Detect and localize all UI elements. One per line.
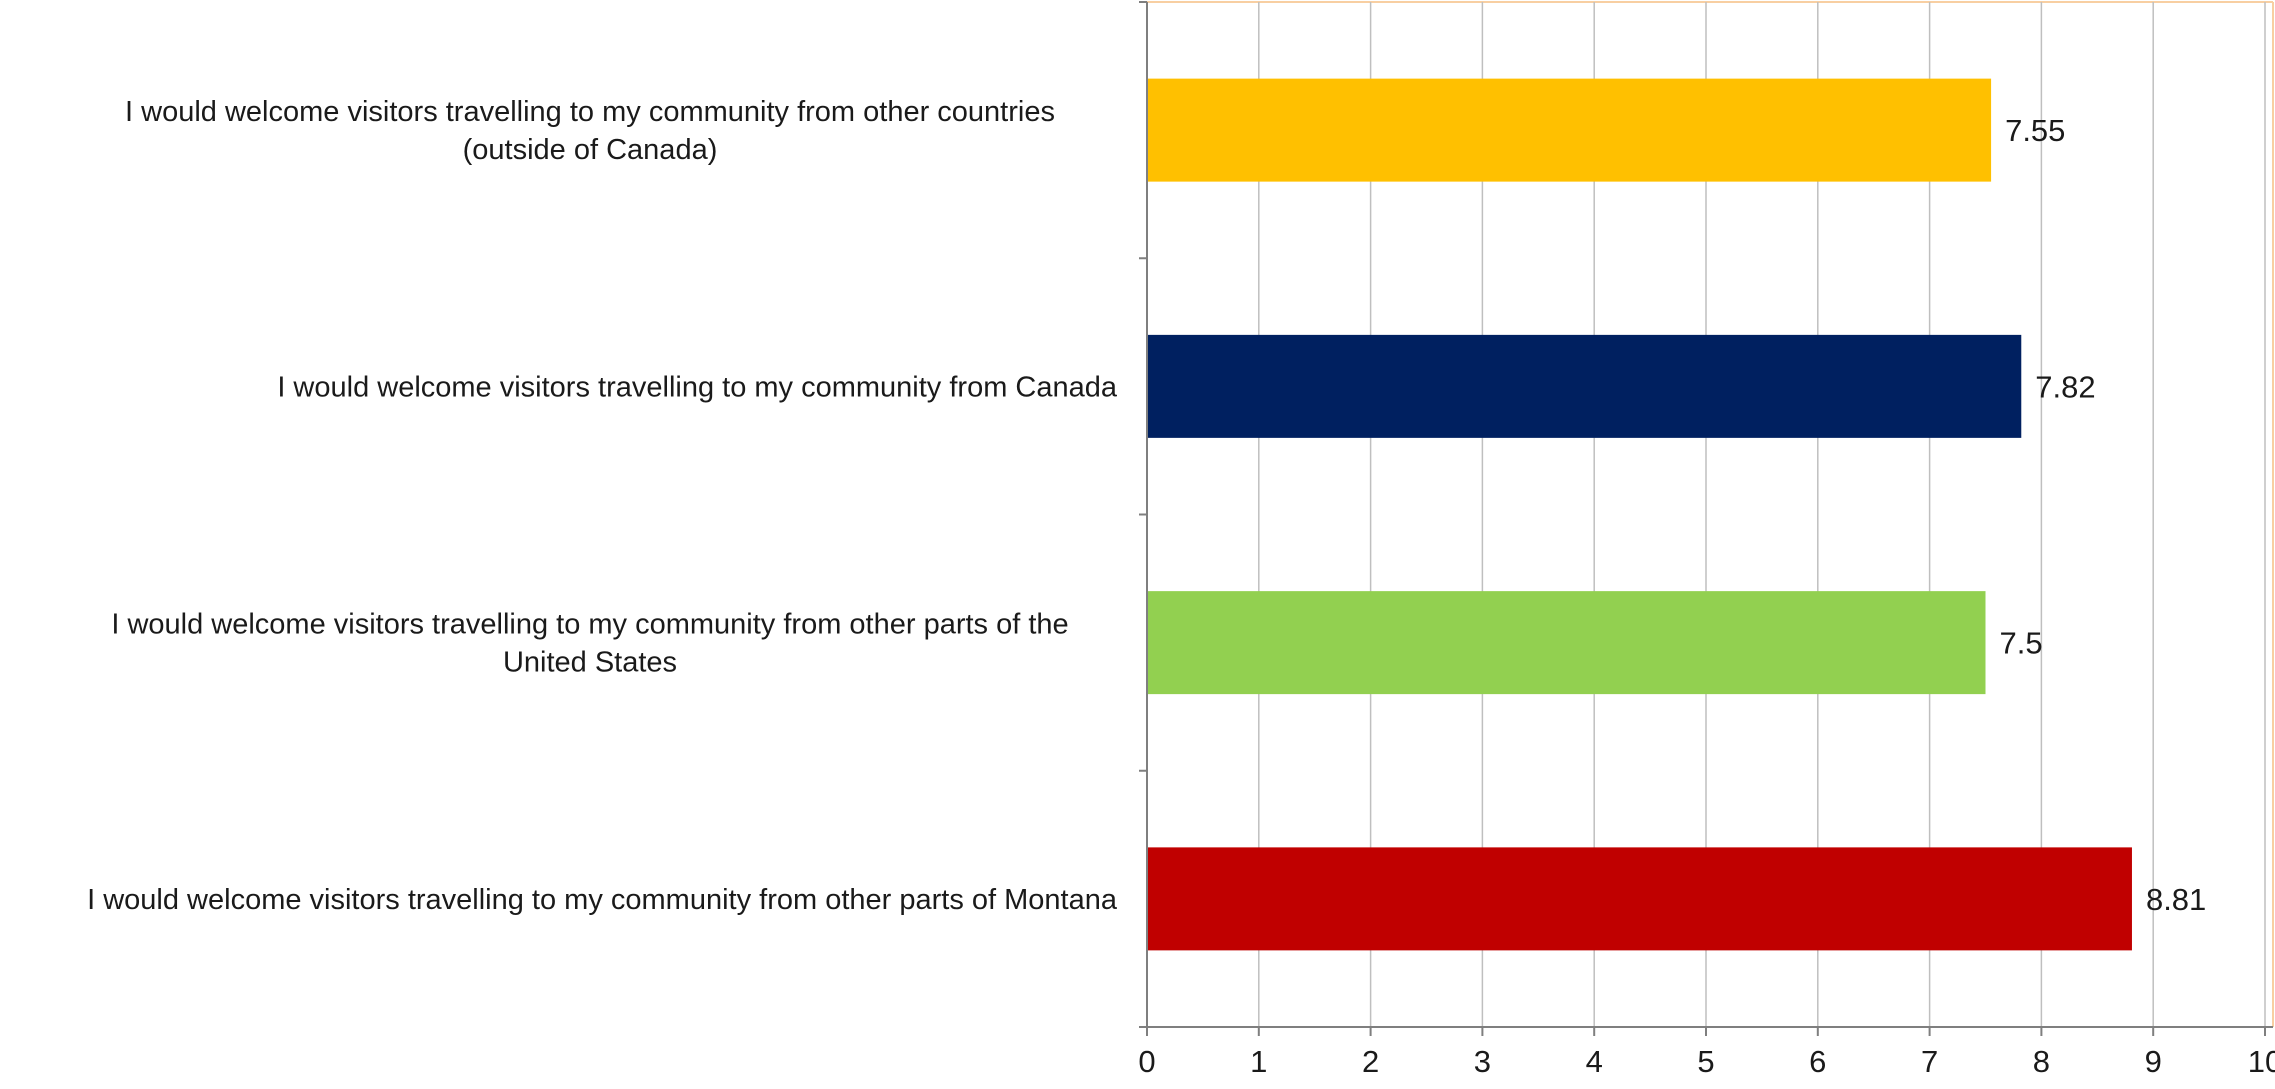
value-label: 7.5 [2000,626,2043,661]
value-label: 7.82 [2035,369,2095,404]
category-label-line: I would welcome visitors travelling to m… [111,609,1068,641]
x-tick-label: 10 [2248,1044,2275,1079]
value-label: 7.55 [2005,113,2065,148]
category-label: I would welcome visitors travelling to m… [125,96,1055,166]
bars [1147,79,2132,951]
x-tick-label: 2 [1362,1044,1379,1079]
bar [1147,591,1986,694]
x-tick-label: 9 [2145,1044,2162,1079]
category-label: I would welcome visitors travelling to m… [111,609,1068,679]
x-tick-label: 6 [1809,1044,1826,1079]
bar [1147,335,2021,438]
category-label: I would welcome visitors travelling to m… [277,371,1118,403]
x-tick-label: 8 [2033,1044,2050,1079]
category-label-line: United States [503,647,677,679]
value-label: 8.81 [2146,882,2206,917]
category-label: I would welcome visitors travelling to m… [87,884,1118,916]
category-label-line: (outside of Canada) [463,134,718,166]
x-tick-label: 5 [1697,1044,1714,1079]
x-tick-label: 7 [1921,1044,1938,1079]
x-tick-label: 4 [1586,1044,1603,1079]
bar [1147,847,2132,950]
x-tick-label: 0 [1138,1044,1155,1079]
category-label-line: I would welcome visitors travelling to m… [125,96,1055,128]
x-tick-label: 3 [1474,1044,1491,1079]
x-tick-label: 1 [1250,1044,1267,1079]
bar [1147,79,1991,182]
